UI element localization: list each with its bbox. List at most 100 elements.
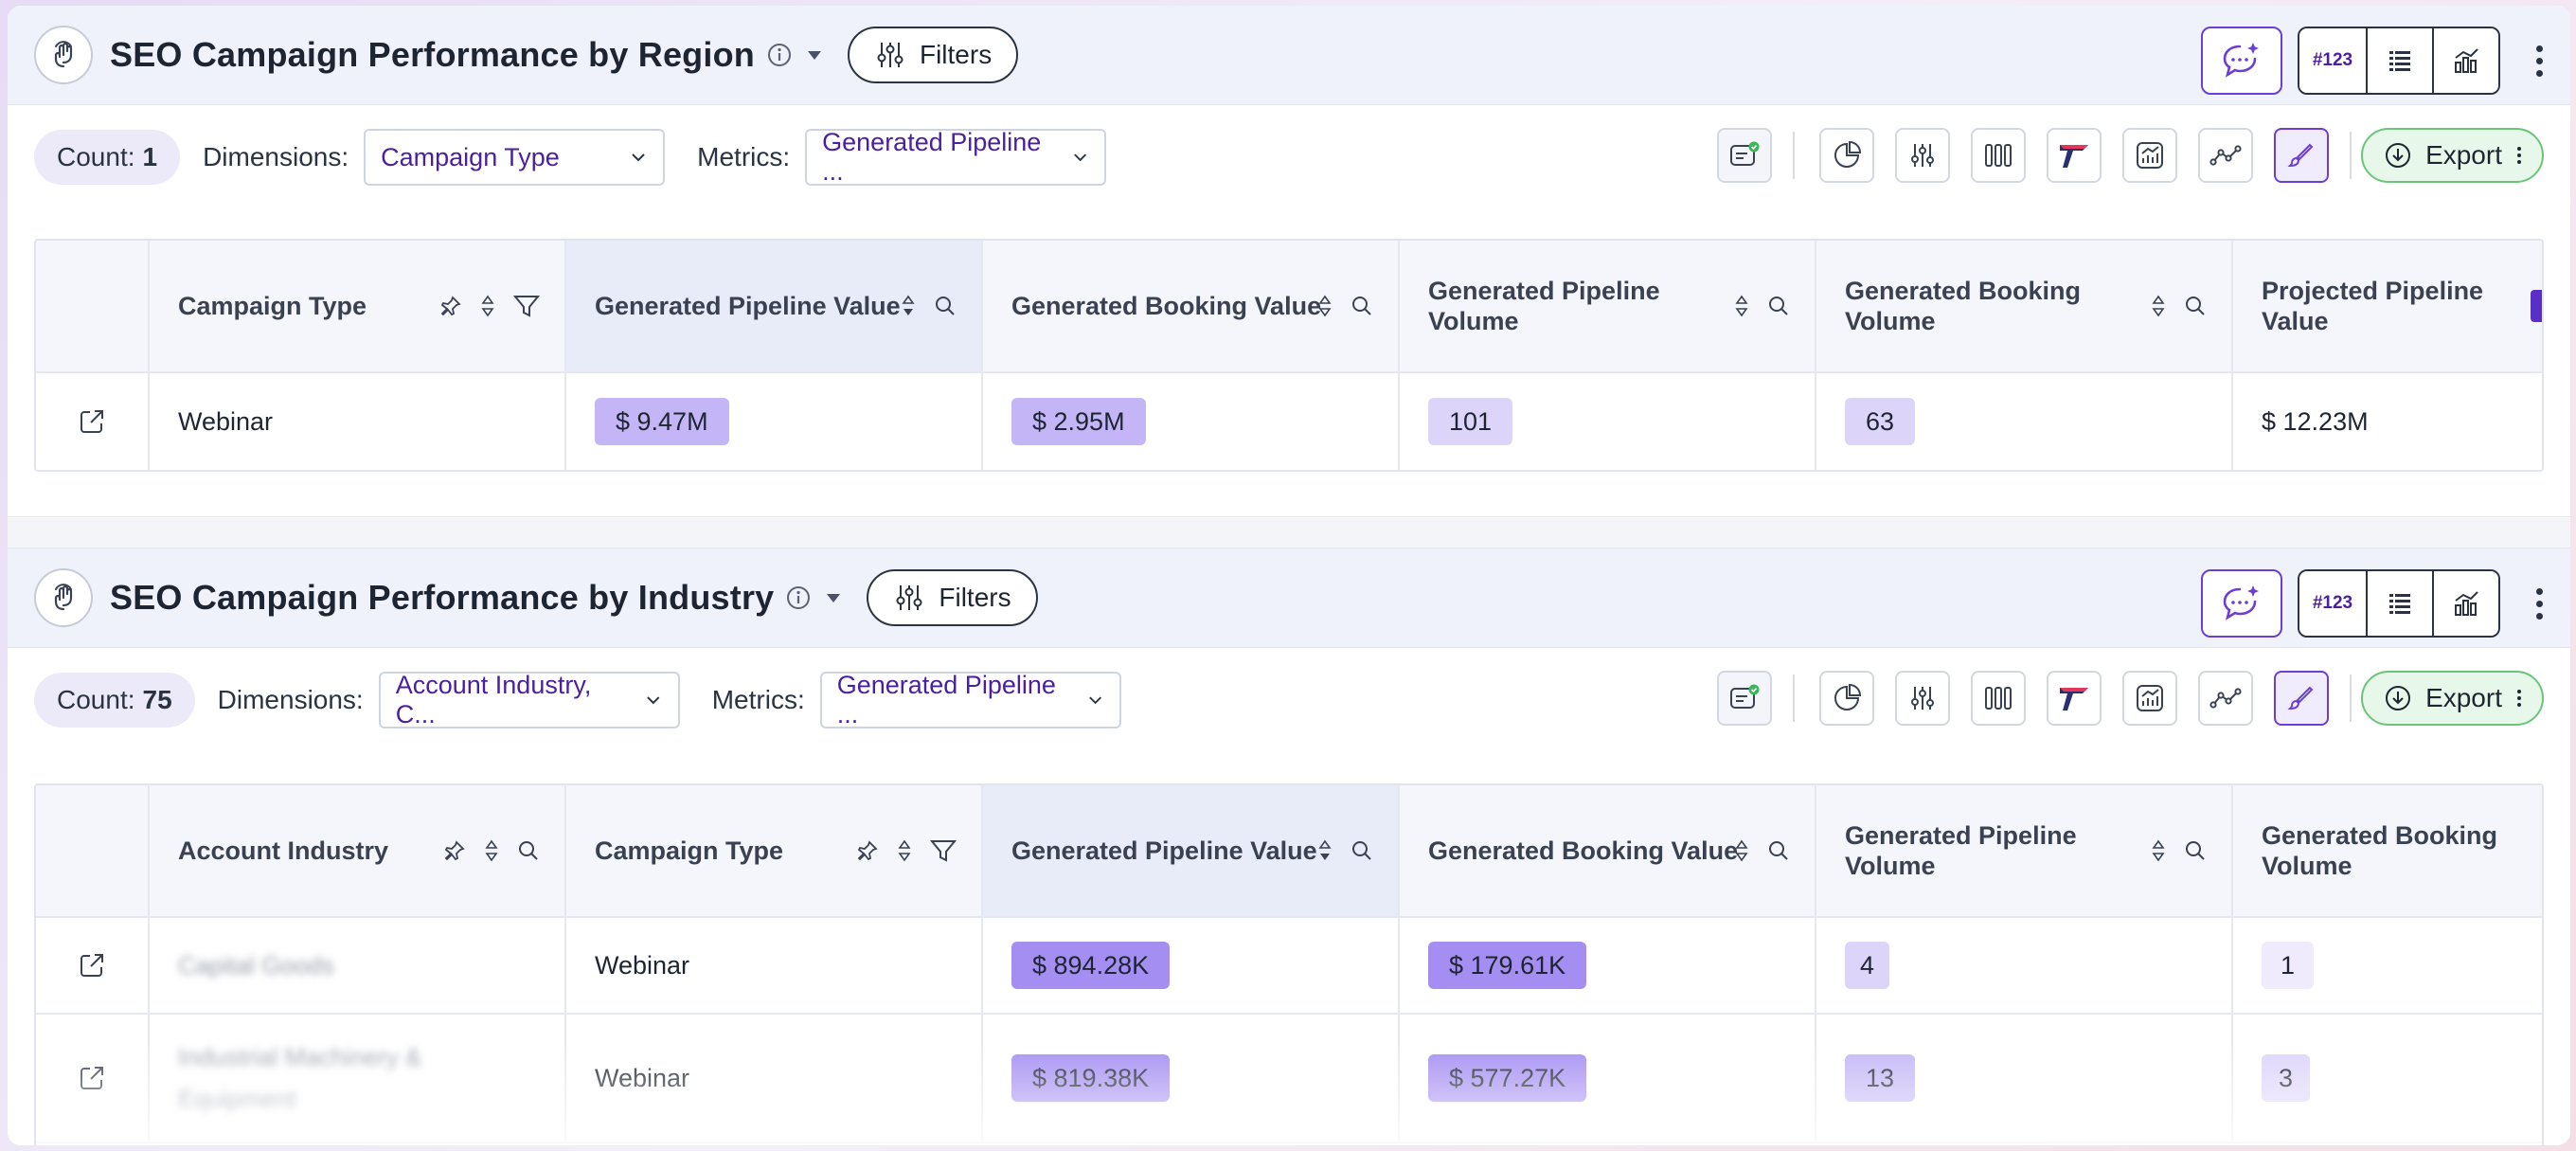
chart-view-button[interactable] <box>2432 28 2498 93</box>
pie-chart-icon <box>1834 683 1862 710</box>
more-menu-icon[interactable] <box>2534 45 2544 77</box>
column-header[interactable]: Generated Booking Volume <box>2233 785 2542 916</box>
table-cell: Webinar <box>566 918 983 1013</box>
dimensions-value: Campaign Type <box>381 142 560 171</box>
insights-button[interactable] <box>1717 671 1773 726</box>
filters-button[interactable]: Filters <box>867 569 1038 626</box>
search-icon[interactable] <box>1351 839 1373 862</box>
sliders-icon <box>1911 144 1935 167</box>
export-more-icon[interactable] <box>2517 690 2521 707</box>
sort-icon[interactable] <box>2152 838 2165 863</box>
column-header[interactable]: Campaign Type <box>566 785 983 916</box>
columns-button[interactable] <box>1971 128 2027 183</box>
sort-icon[interactable] <box>1735 294 1748 318</box>
filters-button[interactable]: Filters <box>847 27 1019 83</box>
column-header[interactable]: Generated Pipeline Value <box>566 241 983 371</box>
line-chart-button[interactable] <box>2198 128 2254 183</box>
search-icon[interactable] <box>1351 295 1373 317</box>
search-icon[interactable] <box>934 295 957 317</box>
value-badge: $ 2.95M <box>1011 398 1146 445</box>
columns-button[interactable] <box>1971 671 2027 726</box>
more-menu-icon[interactable] <box>2534 587 2544 620</box>
info-icon[interactable] <box>766 42 793 68</box>
sort-icon[interactable] <box>898 838 911 863</box>
search-icon[interactable] <box>517 839 540 862</box>
sort-icon[interactable] <box>1318 294 1332 318</box>
touch-logo-icon[interactable] <box>34 26 93 84</box>
search-icon[interactable] <box>1767 295 1790 317</box>
insights-button[interactable] <box>1717 128 1773 183</box>
widget-header: SEO Campaign Performance by Region Filte… <box>8 6 2570 105</box>
info-icon[interactable] <box>785 584 812 611</box>
pin-icon[interactable] <box>443 839 466 862</box>
export-button[interactable]: Export <box>2361 671 2544 726</box>
sort-icon[interactable] <box>481 294 494 318</box>
pie-chart-icon <box>1834 140 1862 168</box>
pie-chart-button[interactable] <box>1819 671 1875 726</box>
ai-chat-button[interactable] <box>2201 27 2282 95</box>
pin-icon[interactable] <box>856 839 879 862</box>
ai-chat-button[interactable] <box>2201 569 2282 638</box>
column-header[interactable]: Campaign Type <box>150 241 566 371</box>
caret-down-icon[interactable] <box>823 587 844 608</box>
metrics-select[interactable]: Generated Pipeline ... <box>805 128 1107 186</box>
brand-logo-icon <box>2060 145 2089 168</box>
ai-chat-icon <box>2223 585 2259 620</box>
cell-text-redacted: Capital Goods <box>178 950 334 980</box>
value-badge: 13 <box>1845 1054 1916 1102</box>
export-more-icon[interactable] <box>2517 147 2521 164</box>
sort-icon[interactable] <box>1735 838 1748 863</box>
column-header[interactable]: Generated Pipeline Volume <box>1400 241 1816 371</box>
column-header[interactable]: Account Industry <box>150 785 566 916</box>
header-spacer <box>36 241 150 371</box>
line-chart-button[interactable] <box>2198 671 2254 726</box>
pin-icon[interactable] <box>439 295 462 317</box>
column-header[interactable]: Generated Pipeline Volume <box>1816 785 2233 916</box>
filter-funnel-icon[interactable] <box>930 838 957 863</box>
add-column-tab[interactable] <box>2531 290 2542 322</box>
export-button[interactable]: Export <box>2361 128 2544 183</box>
toolbar-divider <box>2350 132 2352 179</box>
caret-down-icon[interactable] <box>804 45 825 65</box>
adjust-button[interactable] <box>1895 671 1951 726</box>
open-row-button[interactable] <box>36 918 150 1013</box>
chart-view-button[interactable] <box>2432 571 2498 636</box>
sort-icon[interactable] <box>2152 294 2165 318</box>
table-view-button[interactable] <box>2366 28 2432 93</box>
column-header[interactable]: Generated Booking Volume <box>1816 241 2233 371</box>
filter-funnel-icon[interactable] <box>513 294 540 318</box>
dimensions-select[interactable]: Account Industry, C... <box>378 671 680 728</box>
customize-button[interactable] <box>2274 128 2330 183</box>
value-badge: $ 9.47M <box>595 398 729 445</box>
adjust-button[interactable] <box>1895 128 1951 183</box>
dimensions-select[interactable]: Campaign Type <box>364 129 666 186</box>
table-cell: Industrial Machinery & Equipment <box>150 1015 566 1142</box>
search-icon[interactable] <box>2184 295 2207 317</box>
column-header[interactable]: Generated Booking Value <box>1400 785 1816 916</box>
sort-icon[interactable] <box>485 838 498 863</box>
columns-icon <box>1985 144 2012 167</box>
metrics-select[interactable]: Generated Pipeline ... <box>819 671 1121 728</box>
brand-app-button[interactable] <box>2047 671 2102 726</box>
column-header[interactable]: Generated Pipeline Value <box>983 785 1400 916</box>
pie-chart-button[interactable] <box>1819 128 1875 183</box>
brush-icon <box>2287 143 2314 168</box>
number-view-button[interactable]: #123 <box>2299 571 2368 636</box>
filters-label: Filters <box>919 40 993 69</box>
column-header[interactable]: Generated Booking Value <box>983 241 1400 371</box>
number-view-button[interactable]: #123 <box>2299 28 2368 93</box>
open-row-button[interactable] <box>36 373 150 470</box>
search-icon[interactable] <box>1767 839 1790 862</box>
touch-logo-icon[interactable] <box>34 568 93 627</box>
trend-chart-button[interactable] <box>2122 671 2178 726</box>
sort-active-icon[interactable] <box>902 294 915 318</box>
trend-chart-button[interactable] <box>2122 128 2178 183</box>
open-row-button[interactable] <box>36 1015 150 1142</box>
column-header[interactable]: Projected Pipeline Value <box>2233 241 2542 371</box>
brand-app-button[interactable] <box>2047 128 2102 183</box>
filters-label: Filters <box>939 583 1011 612</box>
sort-active-icon[interactable] <box>1318 838 1332 863</box>
search-icon[interactable] <box>2184 839 2207 862</box>
table-view-button[interactable] <box>2366 571 2432 636</box>
customize-button[interactable] <box>2274 671 2330 726</box>
